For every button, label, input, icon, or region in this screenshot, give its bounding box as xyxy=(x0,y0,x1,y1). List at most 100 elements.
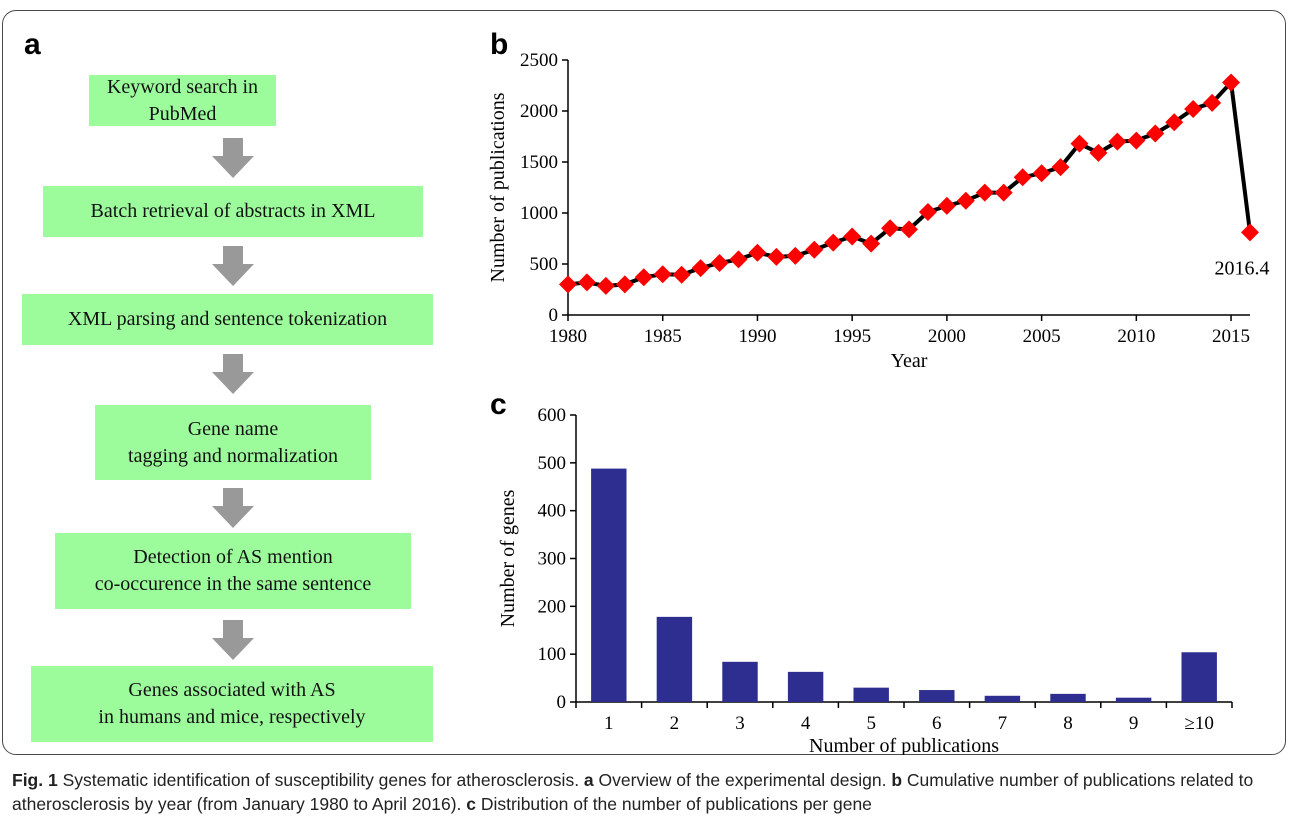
down-arrow-icon xyxy=(212,354,254,394)
data-point xyxy=(1146,124,1165,143)
y-tick-label: 200 xyxy=(538,596,567,617)
figure-frame xyxy=(2,10,1286,755)
y-tick-label: 1000 xyxy=(520,203,558,224)
y-tick-label: 2500 xyxy=(520,50,558,71)
y-axis-label: Number of publications xyxy=(487,92,509,282)
data-point xyxy=(1013,168,1032,187)
x-axis-label: Number of publications xyxy=(809,735,999,755)
data-point xyxy=(577,273,596,292)
down-arrow-icon xyxy=(212,620,254,660)
x-tick-label: 1995 xyxy=(833,326,871,347)
x-tick-label: 2000 xyxy=(928,326,966,347)
data-point xyxy=(937,196,956,215)
x-tick-label: 6 xyxy=(932,713,942,734)
caption-title: Systematic identification of susceptibil… xyxy=(57,770,584,790)
data-point xyxy=(1241,223,1259,242)
x-tick-label: 2010 xyxy=(1117,326,1155,347)
y-tick-label: 2000 xyxy=(520,101,558,122)
bar xyxy=(919,690,955,702)
x-tick-label: 8 xyxy=(1063,713,1073,734)
data-point xyxy=(824,233,843,252)
down-arrow-icon xyxy=(212,246,254,286)
data-point xyxy=(729,250,748,269)
bar xyxy=(984,695,1021,702)
data-point xyxy=(843,227,862,246)
data-point xyxy=(1108,132,1127,151)
bar xyxy=(1115,697,1152,702)
data-point xyxy=(596,276,615,295)
data-point xyxy=(1051,158,1070,177)
annotation-label: 2016.4 xyxy=(1215,257,1270,279)
caption-a-label: a xyxy=(583,770,594,790)
bar xyxy=(787,671,824,702)
flow-step-5: Detection of AS mention co-occurence in … xyxy=(55,533,411,609)
y-tick-label: 0 xyxy=(557,692,567,713)
data-point xyxy=(559,275,577,294)
x-tick-label: 5 xyxy=(866,713,876,734)
x-tick-label: 7 xyxy=(998,713,1008,734)
data-point xyxy=(994,183,1013,202)
series-line xyxy=(567,77,1252,288)
data-point xyxy=(881,219,900,238)
y-axis-label: Number of genes xyxy=(497,489,519,627)
x-tick-label: 1990 xyxy=(738,326,776,347)
bar xyxy=(1181,652,1217,702)
caption-c-label: c xyxy=(466,794,476,814)
x-tick-label: 1985 xyxy=(644,326,682,347)
data-point xyxy=(1184,99,1203,118)
down-arrow-icon xyxy=(212,138,254,178)
x-tick-label: 4 xyxy=(801,713,811,734)
data-point xyxy=(956,191,975,210)
x-tick-label: ≥10 xyxy=(1184,713,1213,734)
y-tick-label: 100 xyxy=(538,644,567,665)
y-tick-label: 0 xyxy=(549,305,559,326)
data-point xyxy=(918,202,937,221)
panel-a-label: a xyxy=(24,28,41,61)
x-tick-label: 2005 xyxy=(1023,326,1061,347)
y-tick-label: 500 xyxy=(538,453,567,474)
bar xyxy=(591,468,627,702)
figure-caption: Fig. 1 Systematic identification of susc… xyxy=(12,768,1280,816)
x-tick-label: 9 xyxy=(1129,713,1139,734)
flow-step-2: Batch retrieval of abstracts in XML xyxy=(43,186,423,237)
data-point xyxy=(786,246,805,265)
flow-step-6: Genes associated with AS in humans and m… xyxy=(31,666,433,742)
down-arrow-icon xyxy=(212,488,254,528)
flow-step-4: Gene name tagging and normalization xyxy=(95,405,371,480)
y-tick-label: 400 xyxy=(538,501,567,522)
data-point xyxy=(1032,164,1051,183)
x-tick-label: 2 xyxy=(670,713,680,734)
y-tick-label: 500 xyxy=(530,254,559,275)
caption-b-label: b xyxy=(891,770,903,790)
data-point xyxy=(1222,73,1241,92)
bar xyxy=(853,687,889,702)
x-tick-label: 2015 xyxy=(1212,326,1250,347)
panel-c-label: c xyxy=(490,388,507,421)
y-tick-label: 600 xyxy=(538,405,567,426)
data-point xyxy=(748,243,767,262)
data-point xyxy=(653,265,672,284)
data-point xyxy=(1203,93,1222,112)
x-axis-label: Year xyxy=(891,350,928,372)
data-point xyxy=(1165,113,1184,132)
bar xyxy=(656,616,693,702)
x-tick-label: 3 xyxy=(735,713,745,734)
y-tick-label: 300 xyxy=(538,549,567,570)
panel-b-label: b xyxy=(490,28,509,61)
data-point xyxy=(672,265,691,284)
data-point xyxy=(634,268,653,287)
data-point xyxy=(691,259,710,278)
data-point xyxy=(767,247,786,266)
bar xyxy=(1050,693,1086,702)
caption-fig-label: Fig. 1 xyxy=(12,770,58,790)
x-tick-label: 1 xyxy=(604,713,614,734)
data-point xyxy=(805,240,824,259)
caption-b-text: Cumulative number of publications relate… xyxy=(12,770,1254,814)
data-point xyxy=(615,275,634,294)
data-point xyxy=(1089,143,1108,162)
x-tick-label: 1980 xyxy=(549,326,587,347)
data-point xyxy=(710,253,729,272)
caption-a-text: Overview of the experimental design. xyxy=(593,770,892,790)
bar xyxy=(722,661,758,702)
data-point xyxy=(975,183,994,202)
